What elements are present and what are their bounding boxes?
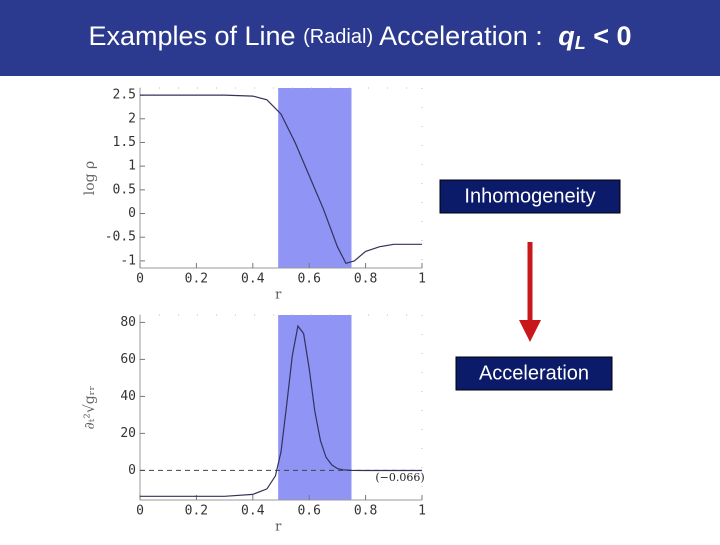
y-tick-label: 40 — [120, 389, 136, 404]
line — [140, 324, 422, 497]
x-axis-label: r — [275, 288, 282, 303]
x-tick-label: 1 — [418, 272, 426, 287]
y-tick-label: -1 — [120, 253, 136, 268]
y-axis-label: ∂ₜ²√gᵣᵣ — [82, 385, 98, 429]
x-tick-label: 0 — [136, 504, 144, 519]
slide-title: Examples of Line (Radial) Acceleration :… — [88, 21, 631, 57]
annotation: (−0.066) — [375, 471, 424, 484]
title-part: q — [558, 21, 575, 51]
x-tick-label: 0 — [136, 272, 144, 287]
box — [439, 179, 621, 214]
title-part: L — [575, 33, 586, 53]
title-part: (Radial) — [303, 26, 373, 48]
y-tick-label: 0 — [128, 463, 136, 478]
y-tick-label: 2 — [128, 111, 136, 126]
x-tick-label: 0.6 — [297, 504, 320, 519]
box-label: Inhomogeneity — [464, 185, 595, 207]
box — [455, 356, 613, 391]
y-tick-label: 60 — [120, 352, 136, 367]
y-tick-label: 0 — [128, 206, 136, 221]
y-tick-label: 1.5 — [113, 135, 136, 150]
charts: -1 -0.5 0 0.5 1 1.5 2 2.5 0 0.2 0.4 0.6 0.8 1 r log ρ 0 2… — [82, 87, 426, 535]
x-tick-label: 0.2 — [185, 504, 208, 519]
x-tick-label: 0.6 — [297, 272, 320, 287]
x-tick-label: 0.8 — [354, 272, 377, 287]
y-tick-label: 0.5 — [113, 182, 136, 197]
x-tick-label: 0.4 — [241, 504, 265, 519]
x-tick-label: 0.2 — [185, 272, 208, 287]
y-tick-label: 1 — [128, 159, 136, 174]
line — [140, 94, 422, 265]
y-tick-label: 80 — [120, 315, 136, 330]
x-tick-label: 1 — [418, 504, 426, 519]
box-label: Acceleration — [479, 362, 589, 384]
title-bar — [0, 0, 720, 76]
y-tick-label: 20 — [120, 426, 136, 441]
y-axis-label: log ρ — [82, 161, 98, 196]
arrow-head — [519, 320, 541, 342]
x-tick-label: 0.4 — [241, 272, 265, 287]
title-part: Examples of Line — [88, 21, 295, 51]
y-tick-label: 2.5 — [113, 88, 136, 103]
title-part: Acceleration : — [379, 21, 543, 51]
x-axis-label: r — [275, 520, 282, 535]
x-tick-label: 0.8 — [354, 504, 377, 519]
y-tick-label: -0.5 — [105, 230, 136, 245]
band — [278, 88, 352, 268]
title-part: < 0 — [593, 21, 631, 51]
